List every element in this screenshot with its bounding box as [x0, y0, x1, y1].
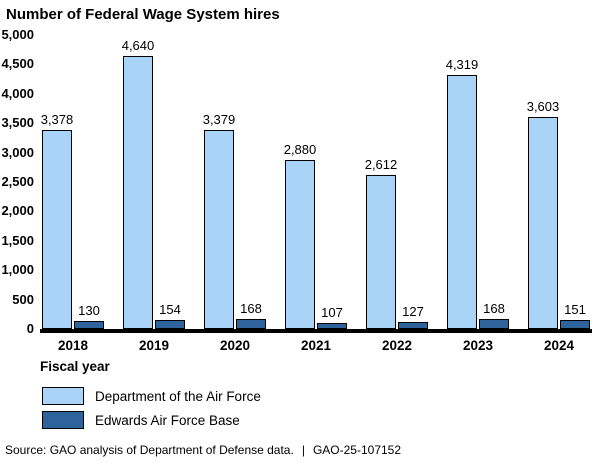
- edwards-afb-bar: [479, 319, 509, 329]
- bar-value-label: 2,880: [283, 142, 317, 157]
- edwards-afb-bar: [560, 320, 590, 329]
- x-tick-label: 2020: [219, 338, 251, 353]
- x-tick-label: 2019: [138, 338, 170, 353]
- y-tick-label: 3,000: [1, 144, 34, 160]
- bar-value-label: 2,612: [364, 157, 398, 172]
- legend: Department of the Air Force Edwards Air …: [42, 387, 261, 435]
- bar-value-label: 3,379: [202, 112, 236, 127]
- report-number: GAO-25-107152: [312, 443, 402, 457]
- bar-value-label: 130: [78, 303, 100, 318]
- y-tick-label: 1,500: [1, 232, 34, 248]
- y-tick-label: 500: [12, 291, 34, 307]
- bar-group-2022: 2,612 127 2022: [365, 35, 428, 353]
- air-force-bar: [42, 130, 72, 329]
- edwards-afb-bar: [317, 323, 347, 329]
- y-tick-label: 5,000: [1, 27, 34, 42]
- legend-label-edwards-afb: Edwards Air Force Base: [95, 412, 240, 428]
- bar-group-2021: 2,880 107 2021: [284, 35, 347, 353]
- x-axis-title: Fiscal year: [40, 359, 110, 374]
- air-force-bar: [366, 175, 396, 329]
- edwards-afb-bar: [74, 321, 104, 329]
- bar-value-label: 154: [159, 302, 181, 317]
- legend-item-air-force: Department of the Air Force: [42, 387, 261, 405]
- bar-value-label: 4,640: [121, 38, 155, 53]
- y-tick-label: 4,500: [1, 56, 34, 72]
- air-force-bar: [204, 130, 234, 329]
- bar-value-label: 3,603: [526, 99, 560, 114]
- bar-group-2018: 3,378 130 2018: [41, 35, 104, 353]
- x-tick-label: 2018: [57, 338, 89, 353]
- edwards-afb-bar: [236, 319, 266, 329]
- air-force-bar: [447, 75, 477, 329]
- source-divider: |: [301, 443, 305, 457]
- bar-group-2024: 3,603 151 2024: [527, 35, 590, 353]
- bar-value-label: 107: [321, 305, 343, 320]
- x-tick-label: 2022: [381, 338, 413, 353]
- y-tick-label: 4,000: [1, 85, 34, 101]
- legend-item-edwards-afb: Edwards Air Force Base: [42, 411, 261, 429]
- bar-group-2023: 4,319 168 2023: [446, 35, 509, 353]
- bar-value-label: 168: [483, 301, 505, 316]
- x-tick-label: 2021: [300, 338, 332, 353]
- edwards-afb-bar: [398, 322, 428, 329]
- air-force-bar: [123, 56, 153, 329]
- air-force-bar: [285, 160, 315, 329]
- bar-group-2020: 3,379 168 2020: [203, 35, 266, 353]
- legend-label-air-force: Department of the Air Force: [95, 388, 261, 404]
- edwards-afb-bar: [155, 320, 185, 329]
- bar-value-label: 3,378: [40, 112, 74, 127]
- y-tick-label: 0: [26, 321, 34, 336]
- bar-value-label: 127: [402, 304, 424, 319]
- y-tick-label: 2,000: [1, 203, 34, 219]
- bar-value-label: 4,319: [445, 57, 479, 72]
- y-tick-label: 3,500: [1, 115, 34, 131]
- legend-swatch-edwards-afb: [42, 411, 84, 429]
- plot-area: 3,378 130 2018 4,640 154 2019 3,379 168 2020 2,88…: [40, 35, 592, 353]
- x-tick-label: 2024: [543, 338, 575, 353]
- y-axis: 0 500 1,000 1,500 2,000 2,500 3,000 3,500 4,000 4…: [0, 27, 34, 336]
- source-line: Source: GAO analysis of Department of De…: [5, 443, 401, 457]
- air-force-bar: [528, 117, 558, 329]
- bar-group-2019: 4,640 154 2019: [122, 35, 185, 353]
- y-tick-label: 1,000: [1, 262, 34, 278]
- bar-value-label: 151: [564, 302, 586, 317]
- source-text: Source: GAO analysis of Department of De…: [5, 443, 294, 457]
- legend-swatch-air-force: [42, 387, 84, 405]
- chart-title: Number of Federal Wage System hires: [6, 6, 280, 23]
- y-tick-label: 2,500: [1, 174, 34, 189]
- x-tick-label: 2023: [462, 338, 494, 353]
- bar-value-label: 168: [240, 301, 262, 316]
